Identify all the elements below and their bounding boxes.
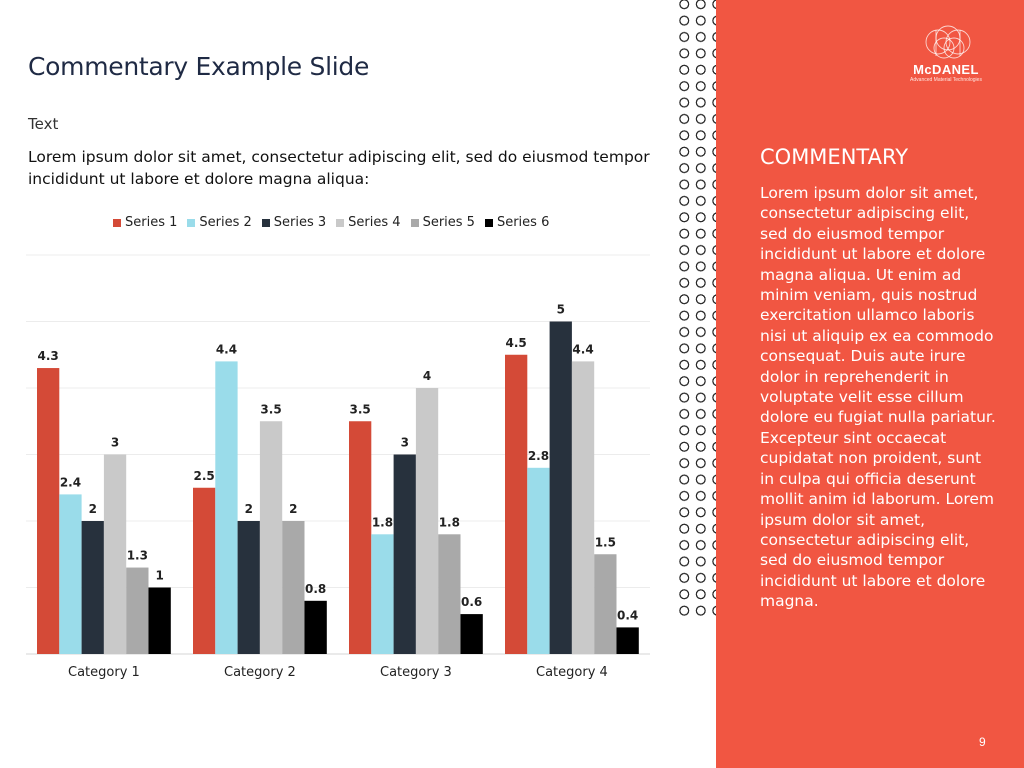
legend-item-series-6: Series 6 <box>484 215 550 230</box>
chart-legend: Series 1 Series 2 Series 3 Series 4 Series 5… <box>113 215 549 230</box>
legend-item-series-5: Series 5 <box>410 215 475 230</box>
legend-label: Series 5 <box>422 215 475 230</box>
legend-label: Series 6 <box>496 215 550 230</box>
legend-item-series-4: Series 4 <box>336 215 401 230</box>
data-label: 2 <box>89 502 97 516</box>
data-label: 4.3 <box>38 349 59 363</box>
data-label: 0.4 <box>617 608 638 622</box>
data-label: 3 <box>111 436 119 450</box>
slide-subtitle: Text <box>28 115 59 133</box>
logo-wordmark: McDANEL <box>913 62 979 77</box>
bar-series-1-category-1 <box>37 368 60 654</box>
data-label: 2.8 <box>528 449 549 463</box>
data-label: 3.5 <box>260 402 281 416</box>
bar-series-5-category-4 <box>594 554 617 654</box>
bar-chart: 4.3 2.4 2 3 1.3 1 Category 1 2.5 4.4 2 3.5 2 0.8 Cate… <box>26 254 650 680</box>
bar-series-2-category-3 <box>371 534 394 654</box>
data-label: 4 <box>423 369 431 383</box>
legend-item-series-2: Series 2 <box>187 215 252 230</box>
legend-label: Series 1 <box>125 215 178 230</box>
legend-swatch <box>113 218 121 227</box>
mcdanel-logo-icon <box>925 25 971 59</box>
x-tick-label: Category 4 <box>536 665 608 680</box>
data-label: 4.4 <box>572 342 593 356</box>
legend-label: Series 4 <box>348 215 401 230</box>
bar-series-6-category-3 <box>460 614 483 654</box>
bar-series-3-category-4 <box>549 321 572 654</box>
bar-series-2-category-2 <box>215 361 238 654</box>
data-label: 1.8 <box>372 515 393 529</box>
data-label: 0.8 <box>305 582 326 596</box>
data-label: 4.4 <box>216 342 237 356</box>
bar-series-6-category-2 <box>304 600 327 654</box>
commentary-body: Lorem ipsum dolor sit amet, consectetur … <box>760 184 996 611</box>
legend-item-series-1: Series 1 <box>113 215 177 230</box>
legend-swatch <box>187 218 196 227</box>
x-tick-label: Category 1 <box>68 665 140 680</box>
bar-series-4-category-3 <box>415 388 439 654</box>
data-label: 2.5 <box>194 469 215 483</box>
bar-series-4-category-2 <box>259 421 283 654</box>
data-label: 5 <box>557 303 565 317</box>
bar-series-3-category-2 <box>237 521 260 654</box>
bar-series-3-category-1 <box>81 521 104 654</box>
legend-swatch <box>261 218 270 227</box>
data-label: 1.3 <box>127 549 148 563</box>
bar-series-3-category-3 <box>393 454 416 654</box>
slide-title: Commentary Example Slide <box>28 52 370 81</box>
data-label: 2.4 <box>60 475 81 489</box>
bar-series-5-category-3 <box>438 534 461 654</box>
data-label: 1 <box>155 569 163 583</box>
data-label: 2 <box>245 502 253 516</box>
legend-swatch <box>484 218 493 227</box>
bar-series-5-category-2 <box>282 521 305 654</box>
data-label: 3.5 <box>350 402 371 416</box>
data-label: 3 <box>401 436 409 450</box>
logo-tagline: Advanced Material Technologies <box>910 77 982 83</box>
bar-series-4-category-1 <box>103 454 127 654</box>
commentary-panel <box>716 0 1024 768</box>
bar-series-6-category-4 <box>616 627 639 654</box>
bar-series-1-category-2 <box>193 487 216 654</box>
legend-item-series-3: Series 3 <box>261 215 327 230</box>
data-label: 1.8 <box>439 515 460 529</box>
intro-text: Lorem ipsum dolor sit amet, consectetur … <box>28 148 650 188</box>
data-label: 2 <box>289 502 297 516</box>
legend-label: Series 2 <box>199 215 252 230</box>
x-tick-label: Category 2 <box>224 665 296 680</box>
x-tick-label: Category 3 <box>380 665 452 680</box>
legend-swatch <box>410 218 419 227</box>
bar-series-2-category-1 <box>59 494 82 654</box>
bar-series-1-category-4 <box>505 354 528 654</box>
page-number: 9 <box>979 735 986 749</box>
data-label: 1.5 <box>595 535 616 549</box>
legend-label: Series 3 <box>273 215 327 230</box>
bar-series-6-category-1 <box>148 587 171 654</box>
legend-swatch <box>336 218 345 227</box>
data-label: 0.6 <box>461 595 482 609</box>
bar-series-4-category-4 <box>571 361 595 654</box>
data-label: 4.5 <box>506 336 527 350</box>
bar-series-2-category-4 <box>527 467 550 654</box>
bar-series-5-category-1 <box>126 567 149 654</box>
bar-series-1-category-3 <box>349 421 372 654</box>
commentary-heading: COMMENTARY <box>760 145 909 169</box>
